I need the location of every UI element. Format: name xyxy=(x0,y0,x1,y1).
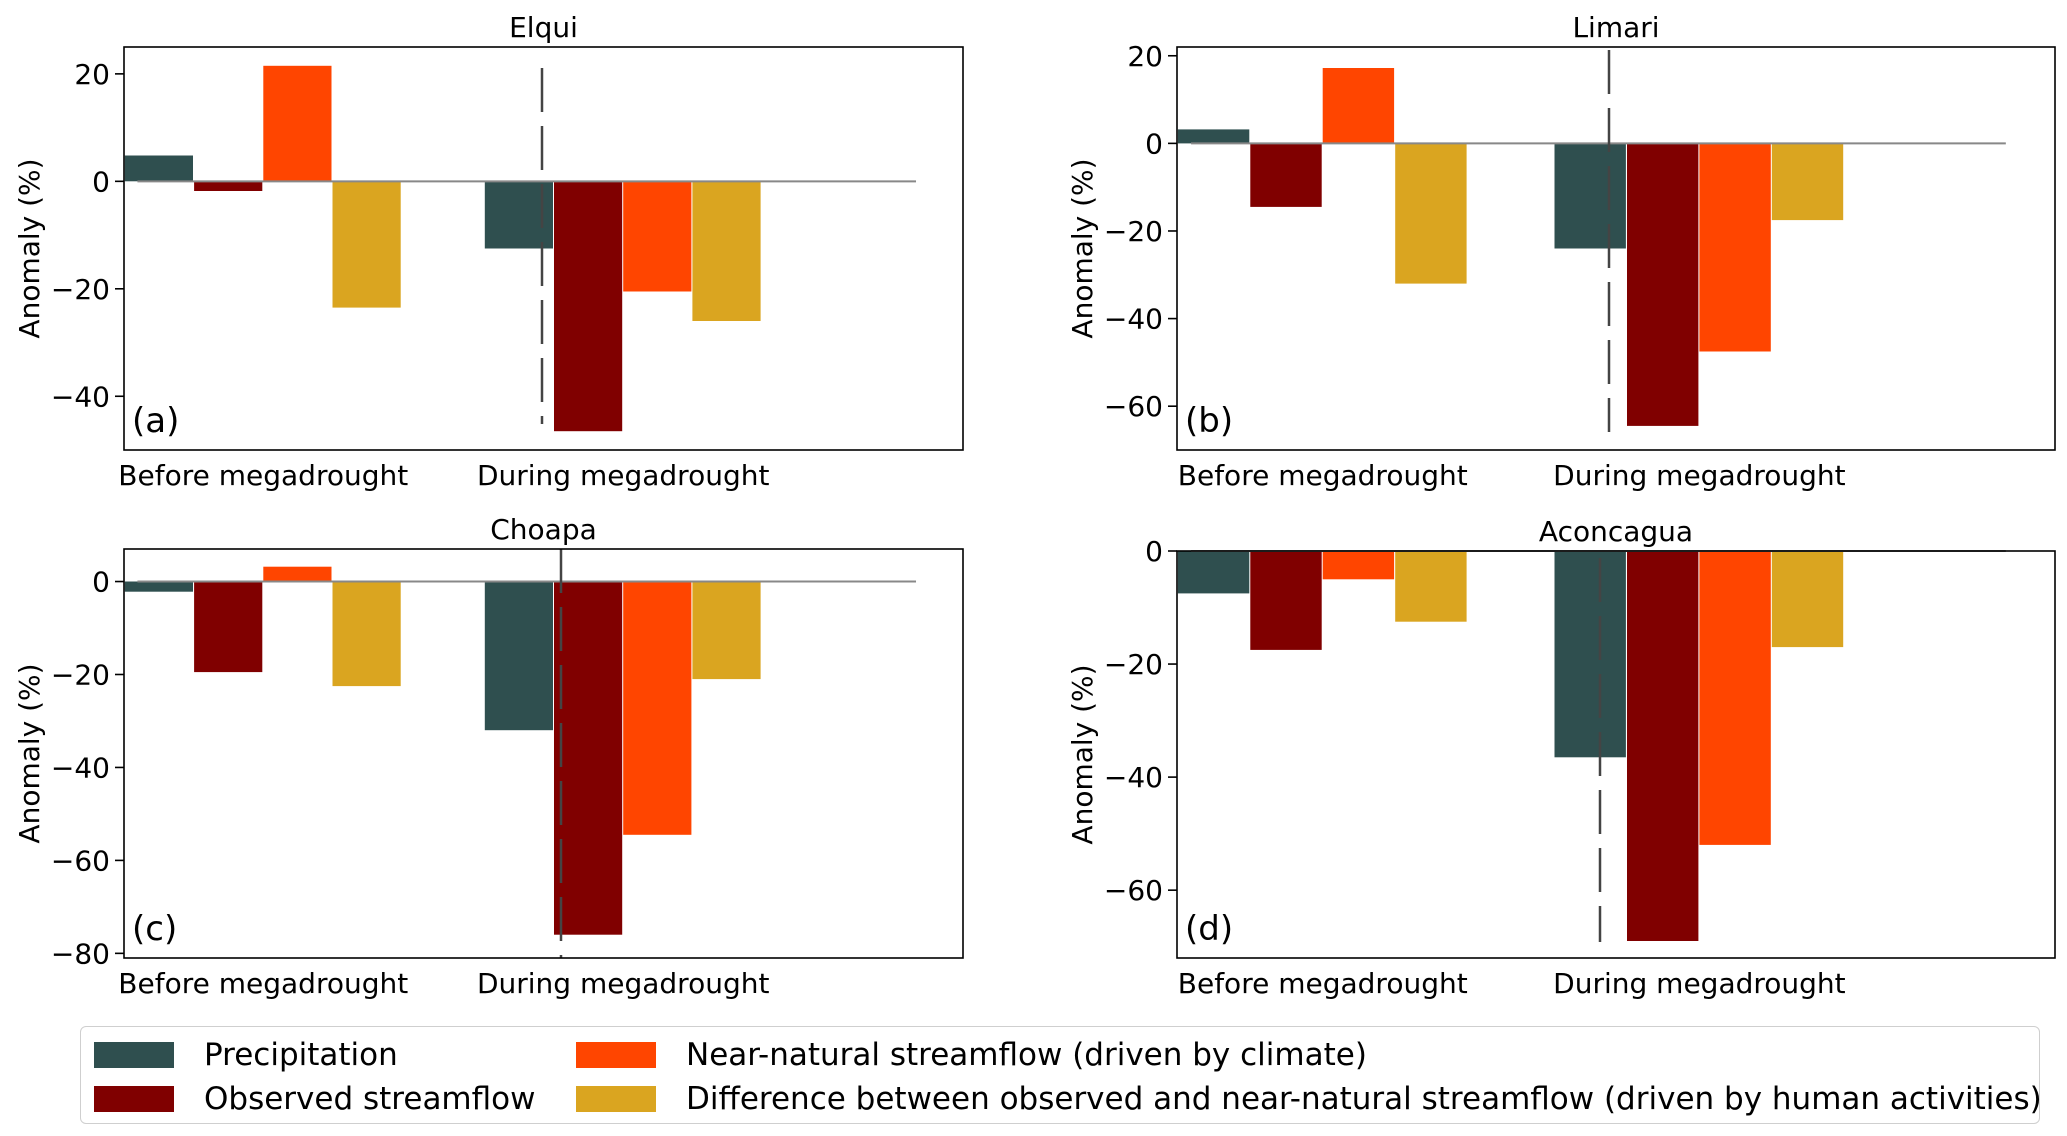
panel-limari: 20 0 −20 −40 −60 Before megadrought During meg… xyxy=(1066,11,2056,492)
y-tick-label: −60 xyxy=(1104,390,1163,423)
bar-precipitation-before xyxy=(1177,129,1250,144)
y-tick-label: 0 xyxy=(92,566,110,599)
axes-frame xyxy=(1176,46,2056,451)
panel-letter: (c) xyxy=(132,909,177,949)
y-tick-label: −20 xyxy=(51,273,110,306)
y-tick-label: −20 xyxy=(1104,648,1163,681)
legend-swatch xyxy=(576,1042,656,1068)
y-axis-label: Anomaly (%) xyxy=(13,663,46,843)
bar-precipitation-during xyxy=(1554,551,1626,758)
bar-observed-before xyxy=(194,181,263,191)
y-tick-label: −40 xyxy=(1104,303,1163,336)
bar-precipitation-before xyxy=(124,581,193,592)
legend-label: Observed streamflow xyxy=(204,1081,536,1117)
x-category-label: During megadrought xyxy=(477,967,770,1000)
y-tick-label: −40 xyxy=(51,380,110,413)
bar-near-natural-during xyxy=(1699,551,1771,845)
axes-frame xyxy=(123,548,964,959)
legend-label: Difference between observed and near-nat… xyxy=(686,1081,2042,1117)
legend-label: Precipitation xyxy=(204,1037,398,1073)
x-category-label: Before megadrought xyxy=(118,459,408,492)
bar-near-natural-during xyxy=(623,581,692,835)
legend-item-observed-streamflow: Observed streamflow xyxy=(94,1079,535,1119)
y-tick-label: −20 xyxy=(1104,215,1163,248)
x-category-label: During megadrought xyxy=(1553,967,1846,1000)
legend-swatch xyxy=(576,1086,656,1112)
legend-item-difference: Difference between observed and near-nat… xyxy=(576,1079,2042,1119)
bar-observed-before xyxy=(1250,551,1322,650)
legend-item-near-natural-streamflow: Near-natural streamflow (driven by clima… xyxy=(576,1035,1367,1075)
y-tick-label: 20 xyxy=(74,58,110,91)
bar-difference-during xyxy=(1771,143,1844,221)
bar-near-natural-before xyxy=(263,566,332,582)
bar-difference-before xyxy=(1395,551,1467,622)
bar-precipitation-before xyxy=(124,155,193,182)
y-axis-label: Anomaly (%) xyxy=(1066,664,1099,844)
y-tick-label: 0 xyxy=(1145,535,1163,568)
bar-observed-before xyxy=(1250,143,1322,207)
y-tick-label: 20 xyxy=(1127,40,1163,73)
bar-difference-before xyxy=(332,581,401,687)
panel-letter: (d) xyxy=(1185,909,1233,949)
bar-difference-during xyxy=(1771,551,1844,648)
bar-precipitation-before xyxy=(1177,551,1250,594)
y-axis-label: Anomaly (%) xyxy=(1066,158,1099,338)
panel-title: Choapa xyxy=(490,513,597,546)
legend-label: Near-natural streamflow (driven by clima… xyxy=(686,1037,1367,1073)
panel-elqui: 20 0 −20 −40 Before megadrought During megadr… xyxy=(13,11,964,492)
x-category-label: During megadrought xyxy=(477,459,770,492)
bar-difference-before xyxy=(1395,143,1467,284)
panel-title: Limari xyxy=(1572,11,1659,44)
y-axis-label: Anomaly (%) xyxy=(13,158,46,338)
x-category-label: Before megadrought xyxy=(118,967,408,1000)
panel-title: Elqui xyxy=(509,11,578,44)
bar-observed-before xyxy=(194,581,263,673)
panel-aconcagua: 0 −20 −40 −60 Before megadrought During megad… xyxy=(1066,515,2056,1000)
y-tick-label: −40 xyxy=(51,751,110,784)
axes-frame xyxy=(123,46,964,451)
legend-swatch xyxy=(94,1042,174,1068)
bar-difference-during xyxy=(692,581,761,680)
panel-title: Aconcagua xyxy=(1539,515,1693,548)
bar-observed-during xyxy=(1627,143,1699,426)
y-tick-label: −40 xyxy=(1104,761,1163,794)
bar-near-natural-during xyxy=(623,181,692,292)
y-tick-label: −60 xyxy=(1104,874,1163,907)
y-tick-label: 0 xyxy=(1145,127,1163,160)
bar-precipitation-during xyxy=(484,581,553,731)
bar-near-natural-before xyxy=(1322,68,1395,144)
legend-item-precipitation: Precipitation xyxy=(94,1035,398,1075)
x-category-label: Before megadrought xyxy=(1178,459,1468,492)
bar-near-natural-before xyxy=(1322,551,1395,580)
bar-near-natural-before xyxy=(263,65,332,182)
bar-difference-before xyxy=(332,181,401,308)
panel-letter: (b) xyxy=(1185,401,1233,441)
x-category-label: Before megadrought xyxy=(1178,967,1468,1000)
y-tick-label: −60 xyxy=(51,844,110,877)
y-tick-label: 0 xyxy=(92,165,110,198)
y-tick-label: −80 xyxy=(51,937,110,970)
bar-near-natural-during xyxy=(1699,143,1771,352)
bar-observed-during xyxy=(554,581,623,935)
panel-letter: (a) xyxy=(132,401,179,441)
bar-difference-during xyxy=(692,181,761,321)
bar-observed-during xyxy=(554,181,623,432)
legend: Precipitation Observed streamflow Near-n… xyxy=(80,1026,2042,1124)
x-category-label: During megadrought xyxy=(1553,459,1846,492)
bar-precipitation-during xyxy=(1554,143,1626,249)
y-tick-label: −20 xyxy=(51,658,110,691)
bar-observed-during xyxy=(1627,551,1699,941)
axes-frame xyxy=(1176,550,2056,959)
legend-swatch xyxy=(94,1086,174,1112)
